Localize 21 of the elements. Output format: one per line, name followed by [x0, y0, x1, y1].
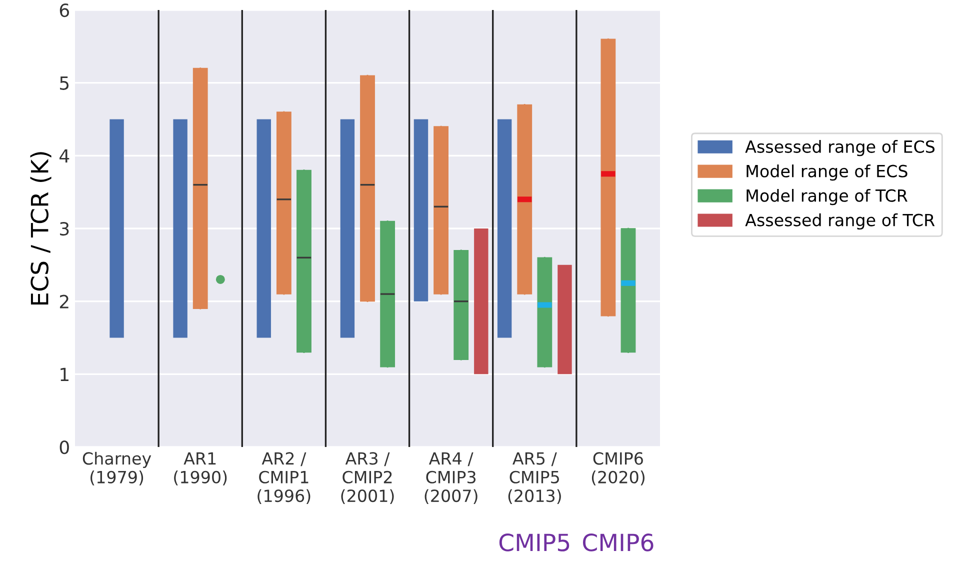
- legend-label: Assessed range of TCR: [745, 213, 935, 230]
- legend-label: Model range of TCR: [746, 188, 908, 206]
- x-tick-label: AR5 / CMIP5 (2013): [508, 452, 561, 504]
- y-tick-label: 5: [60, 76, 69, 90]
- y-tick-label: 1: [60, 368, 68, 382]
- y-tick-label: 4: [60, 149, 70, 163]
- text: CMIP6: [582, 534, 654, 552]
- x-tick-label: AR4 / CMIP3 (2007): [424, 452, 478, 504]
- y-tick-label: 3: [60, 222, 69, 236]
- x-tick-label: CMIP6 (2020): [592, 452, 644, 486]
- legend-label: Model range of ECS: [746, 164, 908, 181]
- legend-label: Assessed range of ECS: [745, 140, 935, 156]
- y-tick-label: 6: [60, 3, 69, 18]
- text: CMIP5: [499, 534, 570, 552]
- y-tick-label: 0: [60, 440, 69, 454]
- x-tick-label: AR1 (1990): [174, 452, 227, 486]
- x-tick-label: Charney (1979): [82, 452, 152, 486]
- y-tick-label: 2: [60, 294, 68, 308]
- y-axis-title: ECS / TCR (K): [30, 152, 52, 305]
- x-tick-label: AR3 / CMIP2 (2001): [341, 452, 394, 504]
- x-tick-label: AR2 / CMIP1 (1996): [258, 452, 310, 504]
